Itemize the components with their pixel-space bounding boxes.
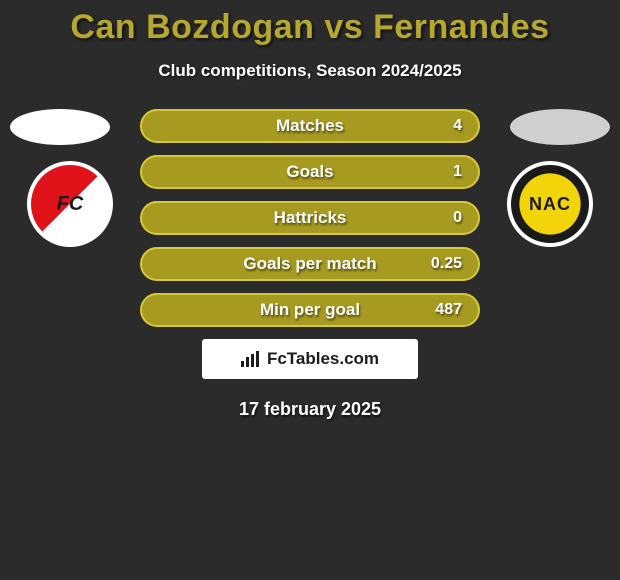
club-logo-nac-breda: NAC	[507, 161, 593, 247]
club-badge-right: NAC	[500, 161, 600, 247]
comparison-card: Can Bozdogan vs Fernandes Club competiti…	[0, 0, 620, 420]
stat-value: 0	[453, 209, 462, 227]
stat-label: Hattricks	[274, 208, 347, 228]
attribution-text: FcTables.com	[267, 349, 379, 369]
stat-bars: Matches 4 Goals 1 Hattricks 0 Goals per …	[140, 109, 480, 327]
bar-chart-icon	[241, 351, 261, 367]
stat-label: Goals	[286, 162, 333, 182]
stat-label: Goals per match	[243, 254, 376, 274]
mid-section: FC NAC Matches 4 Goals 1 Hattricks 0 Goa…	[0, 109, 620, 420]
club-logo-fc-utrecht: FC	[27, 161, 113, 247]
stat-bar: Goals 1	[140, 155, 480, 189]
club-badge-left: FC	[20, 161, 120, 247]
page-title: Can Bozdogan vs Fernandes	[0, 8, 620, 47]
player-ellipse-left	[10, 109, 110, 145]
stat-value: 4	[453, 117, 462, 135]
stat-bar: Min per goal 487	[140, 293, 480, 327]
stat-label: Min per goal	[260, 300, 360, 320]
player-ellipse-right	[510, 109, 610, 145]
attribution-badge: FcTables.com	[202, 339, 418, 379]
stat-value: 487	[435, 301, 462, 319]
stat-bar: Matches 4	[140, 109, 480, 143]
stat-bar: Goals per match 0.25	[140, 247, 480, 281]
stat-value: 1	[453, 163, 462, 181]
club-abbr-right: NAC	[529, 194, 571, 215]
stat-label: Matches	[276, 116, 344, 136]
stat-bar: Hattricks 0	[140, 201, 480, 235]
date-label: 17 february 2025	[0, 399, 620, 420]
club-abbr-left: FC	[57, 193, 84, 216]
stat-value: 0.25	[431, 255, 462, 273]
subtitle: Club competitions, Season 2024/2025	[0, 61, 620, 81]
